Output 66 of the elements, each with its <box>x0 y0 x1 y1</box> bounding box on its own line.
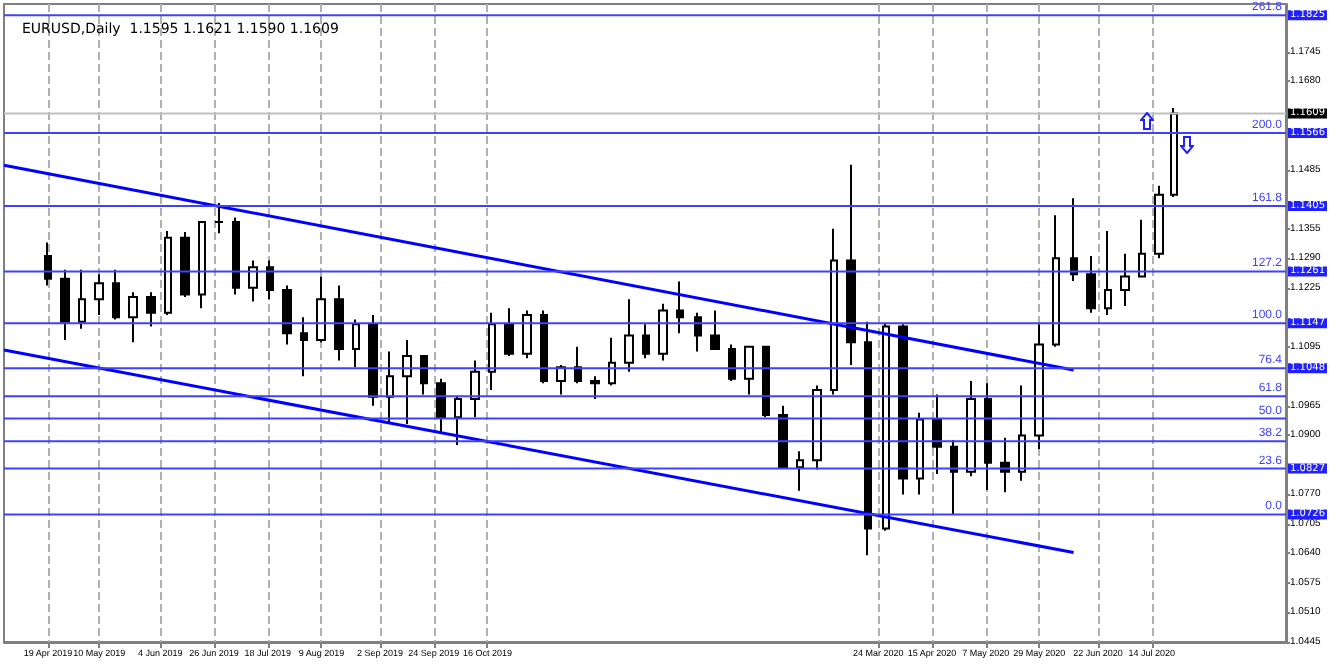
candlestick <box>642 323 650 360</box>
candlestick <box>78 268 86 330</box>
candlestick <box>214 201 224 235</box>
candlestick <box>180 230 190 298</box>
candlestick <box>488 311 496 391</box>
candlestick <box>112 268 120 321</box>
candlestick <box>386 350 394 426</box>
candlestick <box>676 280 684 335</box>
candlestick <box>608 336 616 387</box>
candlestick <box>128 291 138 344</box>
candlestick <box>778 404 788 469</box>
candlestick <box>420 354 428 396</box>
candlestick <box>728 343 736 382</box>
candlestick <box>916 411 924 496</box>
candlestick <box>1070 197 1078 282</box>
candlestick <box>1104 230 1112 317</box>
candlestick <box>882 322 890 532</box>
candlestick <box>146 291 156 328</box>
candlestick <box>1000 436 1010 494</box>
candlestick <box>44 241 52 287</box>
candlestick <box>282 284 292 346</box>
candlestick <box>846 163 856 366</box>
candlestick <box>316 275 326 344</box>
candlestick <box>932 393 942 475</box>
candlestick <box>658 302 668 362</box>
candlestick <box>796 450 804 492</box>
candlestick <box>1052 214 1060 348</box>
candlestick <box>300 316 308 378</box>
candlestick <box>1170 106 1178 198</box>
candlestick <box>710 309 720 351</box>
candlestick <box>266 259 274 301</box>
candlestick <box>368 314 378 407</box>
candlestick <box>470 359 480 419</box>
candlestick <box>522 309 532 360</box>
candlestick <box>454 395 462 446</box>
candlestick <box>830 227 838 396</box>
candlestick <box>402 339 412 426</box>
candlestick <box>574 345 582 385</box>
candlestick <box>504 307 514 357</box>
candlestick <box>1138 218 1146 278</box>
candlestick <box>1018 384 1026 482</box>
candlestick <box>436 377 446 435</box>
candlestick <box>540 309 548 385</box>
candlestick <box>94 273 104 317</box>
candlestick <box>864 320 872 557</box>
candlestick <box>984 382 992 491</box>
candlestick <box>744 345 754 396</box>
candlestick <box>60 268 70 342</box>
candlestick <box>1154 184 1164 260</box>
candlestick <box>198 220 206 310</box>
candlestick <box>334 284 344 362</box>
candlestick <box>248 259 258 303</box>
candlestick <box>812 384 822 471</box>
candlestick <box>1034 323 1044 451</box>
candlestick <box>762 345 770 419</box>
candlestick <box>164 230 172 317</box>
candlestick <box>1086 255 1096 314</box>
candlestick <box>898 323 908 496</box>
candlestick <box>624 298 634 373</box>
candlestick <box>1120 252 1130 307</box>
candlestick <box>590 375 600 401</box>
candlestick <box>694 311 702 353</box>
candlestick <box>966 379 976 478</box>
candlestick <box>352 318 360 369</box>
candlestick <box>950 438 958 515</box>
candlestick <box>232 216 240 296</box>
